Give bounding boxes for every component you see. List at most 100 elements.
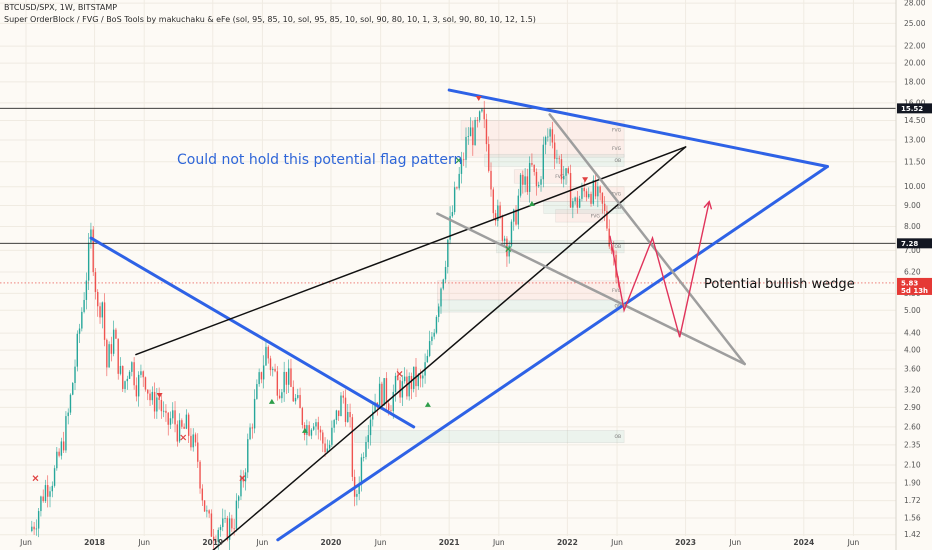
candle-body	[485, 119, 488, 145]
candle-body	[94, 272, 97, 292]
candle-body	[53, 468, 56, 486]
candle-body	[206, 510, 208, 512]
candle-body	[572, 201, 574, 208]
candle-body	[588, 193, 590, 198]
candle-body	[287, 368, 290, 385]
candle-body	[519, 174, 522, 196]
candle-body	[531, 163, 533, 165]
candle-body	[103, 302, 106, 340]
x-tick-label: 2018	[84, 538, 105, 547]
zone-label: OB	[614, 434, 621, 440]
signal-markers	[32, 96, 589, 482]
candle-body	[465, 136, 467, 160]
candle-body	[313, 426, 315, 430]
candle-body	[110, 344, 113, 354]
candle-body	[117, 338, 119, 374]
candle-body	[42, 496, 44, 502]
x-tick-label: 2022	[557, 538, 578, 547]
candle-body	[426, 355, 429, 363]
candle-body	[37, 511, 40, 529]
candle-body	[574, 197, 576, 202]
candle-body	[476, 119, 479, 121]
trendline-black	[212, 146, 687, 550]
candle-body	[456, 187, 458, 189]
candle-body	[62, 441, 65, 451]
candle-body	[190, 435, 192, 448]
candle-body	[142, 371, 144, 378]
candle-body	[435, 316, 438, 333]
y-tick-label: 16.00	[904, 98, 926, 107]
wedge-annotation[interactable]: Potential bullish wedge	[704, 277, 855, 292]
candle-body	[292, 386, 294, 402]
candle-body	[547, 136, 549, 138]
trendline-blue	[276, 165, 829, 542]
candle-body	[274, 368, 276, 372]
candle-body	[392, 391, 394, 412]
candle-body	[524, 176, 526, 185]
candle-body	[610, 246, 613, 251]
indicator-title: Super OrderBlock / FVG / BoS Tools by ma…	[4, 15, 536, 24]
cross-marker	[239, 475, 246, 482]
candle-body	[358, 484, 360, 494]
candle-body	[283, 371, 285, 393]
cross-marker	[396, 370, 403, 377]
cross-marker	[32, 475, 39, 482]
candle-body	[306, 425, 308, 435]
candle-body	[124, 381, 126, 389]
candle-body	[281, 392, 283, 399]
y-tick-label: 5.00	[904, 306, 921, 315]
candle-body	[374, 402, 376, 412]
candle-body	[222, 518, 224, 528]
trendline-gray	[436, 212, 746, 366]
candle-body	[342, 395, 344, 398]
candle-body	[478, 111, 481, 121]
candle-body	[472, 127, 474, 146]
candle-body	[119, 365, 122, 374]
candle-body	[551, 129, 554, 143]
price-axis[interactable]: 1.42 1.56 1.72 1.90 2.10 2.35 2.60 2.90 3.20 3.60…	[904, 0, 926, 539]
x-tick-label: Jun	[847, 538, 860, 547]
price-label-box	[897, 103, 932, 114]
candle-body	[497, 205, 499, 222]
candle-body	[260, 372, 263, 380]
candle-body	[417, 375, 419, 387]
bearish-marker	[156, 393, 163, 399]
candle-body	[494, 213, 497, 222]
zone-box	[555, 209, 604, 223]
cross-marker	[505, 246, 512, 252]
candle-body	[247, 439, 249, 473]
candle-body	[385, 378, 388, 404]
candle-body	[515, 209, 517, 225]
time-axis[interactable]: Jun 2018 Jun 2019 Jun 2020 Jun 2021 Jun 2022 Jun 20…	[19, 538, 859, 547]
price-label-box	[897, 238, 932, 249]
trendline-blue	[447, 88, 829, 169]
candle-body	[349, 412, 351, 418]
candle-body	[433, 332, 435, 337]
y-tick-label: 2.35	[904, 440, 921, 449]
candle-body	[158, 397, 160, 400]
candle-body	[253, 398, 256, 429]
candle-body	[319, 429, 322, 433]
candle-body	[503, 238, 506, 241]
candle-body	[33, 526, 35, 530]
candle-body	[228, 518, 231, 540]
candle-body	[413, 366, 415, 389]
y-tick-label: 10.00	[904, 182, 926, 191]
candles	[31, 100, 620, 550]
projection-line	[609, 201, 710, 338]
candle-body	[365, 441, 367, 457]
flag-annotation[interactable]: Could not hold this potential flag patte…	[177, 152, 463, 168]
trendline-gray	[548, 113, 746, 366]
candle-body	[112, 329, 115, 354]
x-tick-label: Jun	[728, 538, 741, 547]
y-tick-label: 1.90	[904, 478, 921, 487]
candle-body	[210, 513, 213, 537]
candle-body	[69, 394, 72, 413]
candle-body	[151, 391, 154, 401]
candle-body	[174, 410, 176, 425]
candle-body	[528, 163, 531, 192]
candle-body	[258, 372, 260, 385]
price-label-value: 7.28	[901, 240, 918, 248]
